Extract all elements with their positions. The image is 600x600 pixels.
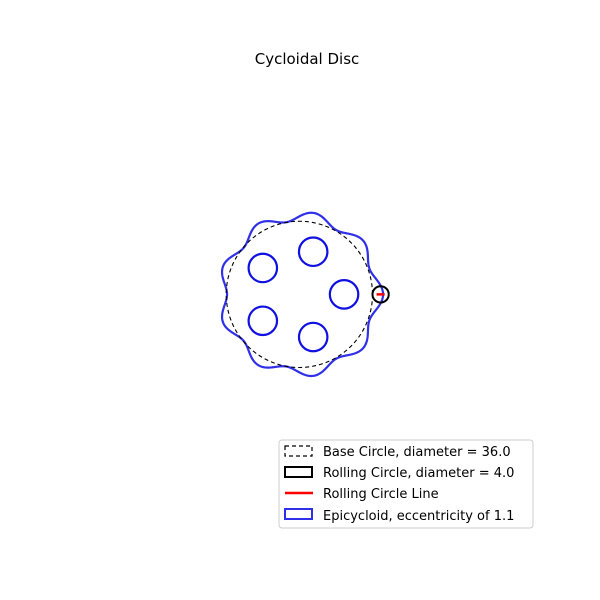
- hole-circle-4: [247, 305, 279, 337]
- legend-rolling-circle-swatch: [284, 466, 313, 478]
- legend-frame: [278, 439, 534, 529]
- legend-base-circle-swatch: [284, 445, 313, 457]
- legend: Base Circle, diameter = 36.0 Rolling Cir…: [278, 439, 534, 529]
- legend-entry-epicycloid: Epicycloid, eccentricity of 1.1: [323, 509, 514, 524]
- legend-epicycloid-swatch: [284, 508, 313, 520]
- rolling-circle: [371, 285, 390, 304]
- plot-area: [220, 211, 390, 378]
- chart-title: Cycloidal Disc: [255, 50, 360, 68]
- hole-circle-1: [328, 279, 360, 310]
- hole-circle-2: [297, 236, 329, 268]
- hole-circle-3: [247, 252, 279, 284]
- legend-entry-rolling-line: Rolling Circle Line: [323, 487, 439, 502]
- legend-entry-base-circle: Base Circle, diameter = 36.0: [323, 445, 511, 460]
- epicycloid-curve: [220, 211, 385, 378]
- legend-entry-rolling-circle: Rolling Circle, diameter = 4.0: [323, 466, 514, 481]
- hole-circle-5: [297, 321, 329, 353]
